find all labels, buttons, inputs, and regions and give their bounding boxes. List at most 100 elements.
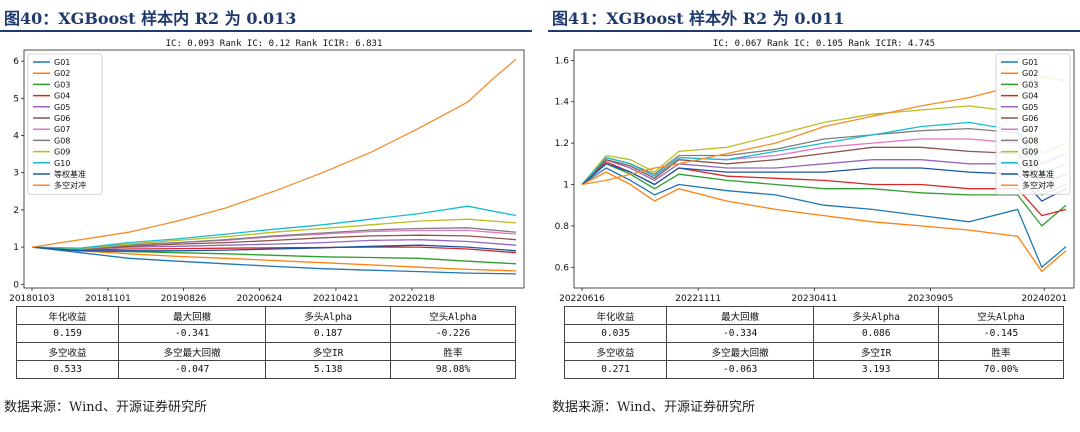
stats-line: IC: 0.067 Rank IC: 0.105 Rank ICIR: 4.74… [713, 39, 935, 49]
metrics-value-row: 0.035 -0.334 0.086 -0.145 [563, 324, 1064, 343]
metric-header: 多空最大回撤 [118, 342, 267, 361]
y-tick-label: 1.4 [555, 98, 570, 108]
legend-label: 多空对冲 [54, 180, 86, 190]
legend-label: 多空对冲 [1022, 180, 1054, 190]
metric-header: 年化收益 [563, 306, 668, 325]
metric-header: 多头Alpha [265, 306, 392, 325]
legend-label: G05 [54, 103, 70, 112]
series-line [581, 159, 1067, 196]
series-line [31, 244, 517, 252]
y-tick-label: 0.6 [555, 263, 570, 273]
metrics-header-row: 年化收益 最大回撤 多头Alpha 空头Alpha [563, 306, 1064, 325]
source-note: 数据来源：Wind、开源证券研究所 [552, 400, 755, 415]
legend-label: G02 [1022, 69, 1038, 78]
metric-header: 胜率 [938, 342, 1064, 361]
metric-value: 0.271 [563, 360, 668, 379]
series-line [31, 234, 517, 250]
series-line [31, 246, 517, 272]
x-tick-label: 20200624 [237, 294, 283, 304]
metric-header: 年化收益 [15, 306, 120, 325]
y-tick-label: 2 [13, 206, 19, 216]
metric-value: 0.086 [813, 324, 940, 343]
metric-header: 最大回撤 [118, 306, 267, 325]
y-tick-label: 1.6 [555, 56, 570, 66]
legend-label: G07 [54, 125, 70, 134]
legend-label: 等权基准 [54, 169, 86, 179]
metrics-table-out-of-sample: 年化收益 最大回撤 多头Alpha 空头Alpha 0.035 -0.334 0… [563, 306, 1064, 379]
metric-header: 空头Alpha [390, 306, 516, 325]
legend-label: G01 [54, 58, 70, 67]
x-tick-label: 20210421 [313, 294, 359, 304]
metric-value: 0.533 [15, 360, 120, 379]
series-line [31, 205, 517, 249]
x-tick-label: 20230411 [791, 294, 837, 304]
metric-value: -0.145 [938, 324, 1064, 343]
y-tick-label: 3 [13, 169, 19, 179]
metric-header: 多空IR [813, 342, 940, 361]
metric-value: 0.035 [563, 324, 668, 343]
metrics-header-row: 多空收益 多空最大回撤 多空IR 胜率 [563, 342, 1064, 361]
plot-frame [573, 49, 1075, 289]
line-chart-in-sample: IC: 0.093 Rank IC: 0.12 Rank ICIR: 6.831… [9, 39, 525, 304]
series-line [31, 218, 517, 250]
metrics-header-row: 多空收益 多空最大回撤 多空IR 胜率 [15, 342, 516, 361]
x-tick-label: 20220616 [559, 294, 605, 304]
y-tick-label: 6 [13, 57, 19, 67]
metric-value: -0.047 [118, 360, 267, 379]
metric-value: -0.226 [390, 324, 516, 343]
metric-value: 98.08% [390, 360, 516, 379]
metric-header: 多头Alpha [813, 306, 940, 325]
series-line [581, 163, 1067, 227]
y-tick-label: 1.2 [555, 139, 569, 149]
y-tick-label: 1 [563, 181, 569, 191]
metric-header: 胜率 [390, 342, 516, 361]
legend-label: G10 [1022, 159, 1038, 168]
figure-title: 图40：XGBoost 样本内 R2 为 0.013 [4, 9, 297, 28]
y-tick-label: 1 [13, 243, 19, 253]
legend-label: G03 [54, 80, 70, 89]
legend-label: G09 [1022, 148, 1038, 157]
legend-label: G04 [1022, 92, 1038, 101]
legend-label: G05 [1022, 103, 1038, 112]
line-chart-out-of-sample: IC: 0.067 Rank IC: 0.105 Rank ICIR: 4.74… [555, 39, 1075, 304]
source-note: 数据来源：Wind、开源证券研究所 [4, 400, 207, 415]
legend-label: G01 [1022, 58, 1038, 67]
legend-label: G06 [1022, 114, 1038, 123]
legend-label: 等权基准 [1022, 169, 1054, 179]
x-tick-label: 20181101 [85, 294, 131, 304]
legend-label: G07 [1022, 125, 1038, 134]
series-line [581, 171, 1067, 273]
x-tick-label: 20190826 [161, 294, 207, 304]
title-divider [548, 30, 1080, 32]
metric-header: 多空收益 [563, 342, 668, 361]
legend-label: G09 [54, 148, 70, 157]
legend-label: G08 [54, 136, 70, 145]
stats-line: IC: 0.093 Rank IC: 0.12 Rank ICIR: 6.831 [166, 39, 383, 49]
chart-panel-out-of-sample: 图41：XGBoost 样本外 R2 为 0.011 IC: 0.067 Ran… [548, 0, 1080, 432]
legend-label: G08 [1022, 136, 1038, 145]
series-line [581, 167, 1067, 268]
y-tick-label: 4 [13, 132, 19, 142]
plot-frame [23, 49, 525, 289]
metrics-value-row: 0.533 -0.047 5.138 98.08% [15, 360, 516, 379]
x-tick-label: 20221111 [675, 294, 721, 304]
y-tick-label: 0 [13, 280, 19, 290]
x-tick-label: 20240201 [1021, 294, 1067, 304]
metric-value: -0.063 [666, 360, 815, 379]
metrics-value-row: 0.159 -0.341 0.187 -0.226 [15, 324, 516, 343]
metric-value: 3.193 [813, 360, 940, 379]
metrics-table-in-sample: 年化收益 最大回撤 多头Alpha 空头Alpha 0.159 -0.341 0… [15, 306, 516, 379]
legend-label: G03 [1022, 80, 1038, 89]
series-line [31, 246, 517, 254]
x-tick-label: 20230905 [908, 294, 954, 304]
legend-box [27, 53, 103, 195]
metrics-value-row: 0.271 -0.063 3.193 70.00% [563, 360, 1064, 379]
metric-value: 0.187 [265, 324, 392, 343]
metric-value: -0.334 [666, 324, 815, 343]
legend-box [995, 53, 1071, 195]
metric-header: 多空IR [265, 342, 392, 361]
chart-panel-in-sample: 图40：XGBoost 样本内 R2 为 0.013 IC: 0.093 Ran… [0, 0, 532, 432]
y-tick-label: 5 [13, 94, 19, 104]
legend-label: G10 [54, 159, 70, 168]
series-line [31, 58, 517, 248]
